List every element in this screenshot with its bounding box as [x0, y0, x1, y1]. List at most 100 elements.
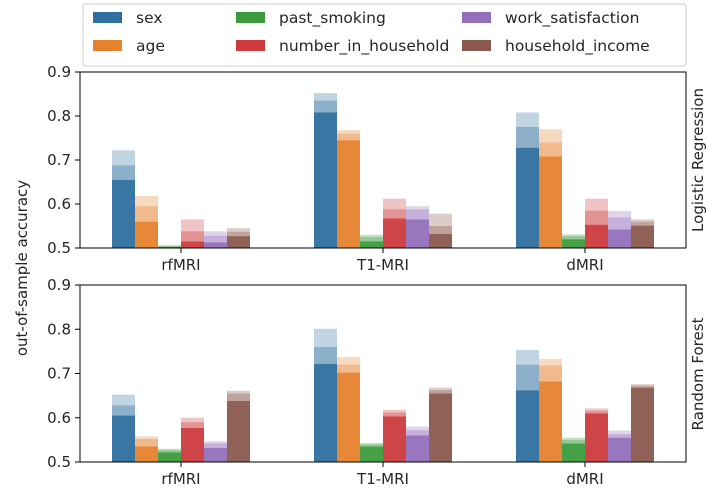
bar-age-dmri-layer-2: [539, 365, 562, 382]
bar-number-in-household-t1-mri-layer-3: [383, 409, 406, 413]
bar-past-smoking-dmri-layer-3: [562, 437, 585, 440]
x-tick-label-t1-mri: T1-MRI: [356, 470, 409, 488]
bar-age-rfmri-layer-2: [135, 438, 158, 447]
bar-household-income-dmri-layer-3: [631, 219, 654, 222]
bar-sex-rfmri-layer-2: [112, 165, 135, 180]
bar-age-dmri-layer-1: [539, 156, 562, 248]
bar-past-smoking-t1-mri-layer-2: [360, 237, 383, 242]
bar-past-smoking-t1-mri-layer-2: [360, 444, 383, 447]
bar-age-dmri-layer-2: [539, 142, 562, 157]
bar-household-income-rfmri-layer-2: [227, 231, 250, 237]
panel-random-forest: 0.5 0.6 0.7 0.8 0.9 rfMRI T1-MRI dMRI: [47, 276, 687, 488]
bar-sex-t1-mri-layer-3: [314, 328, 337, 347]
bar-household-income-t1-mri-layer-2: [429, 226, 452, 234]
bar-household-income-t1-mri-layer-2: [429, 389, 452, 394]
x-tick-label-dmri: dMRI: [566, 256, 603, 274]
bar-household-income-dmri-layer-1: [631, 387, 654, 462]
bar-work-satisfaction-t1-mri-layer-2: [406, 209, 429, 220]
bar-past-smoking-rfmri-layer-1: [158, 246, 181, 248]
bar-age-dmri-layer-3: [539, 358, 562, 366]
bar-sex-t1-mri-layer-2: [314, 346, 337, 364]
bar-sex-dmri-layer-2: [516, 127, 539, 148]
bar-work-satisfaction-t1-mri-layer-1: [406, 219, 429, 248]
legend-label-sex: sex: [136, 9, 163, 27]
x-tick-label-rfmri: rfMRI: [161, 256, 200, 274]
y-tick-label: 0.8: [47, 107, 71, 125]
bar-work-satisfaction-t1-mri-layer-2: [406, 430, 429, 436]
bar-number-in-household-t1-mri-layer-2: [383, 412, 406, 417]
bar-past-smoking-t1-mri-layer-3: [360, 442, 383, 445]
legend-frame: [82, 3, 687, 67]
bar-number-in-household-dmri-layer-3: [585, 198, 608, 211]
bar-household-income-t1-mri-layer-1: [429, 233, 452, 248]
bar-work-satisfaction-t1-mri-layer-3: [406, 206, 429, 210]
bar-household-income-t1-mri-layer-1: [429, 393, 452, 462]
y-tick-label: 0.8: [47, 320, 71, 338]
panel-label-logistic-regression: Logistic Regression: [689, 88, 707, 232]
bar-number-in-household-dmri-layer-3: [585, 408, 608, 411]
bar-number-in-household-dmri-layer-1: [585, 224, 608, 248]
bar-past-smoking-dmri-layer-1: [562, 443, 585, 462]
bar-past-smoking-t1-mri-layer-1: [360, 446, 383, 462]
legend-label-number-in-household: number_in_household: [279, 37, 449, 56]
x-tick-label-t1-mri: T1-MRI: [356, 256, 409, 274]
bar-past-smoking-rfmri-layer-2: [158, 245, 181, 247]
bar-number-in-household-rfmri-layer-3: [181, 417, 204, 423]
bar-age-t1-mri-layer-2: [337, 364, 360, 373]
bar-number-in-household-rfmri-layer-2: [181, 231, 204, 242]
bar-past-smoking-dmri-layer-1: [562, 239, 585, 248]
bar-household-income-rfmri-layer-1: [227, 400, 250, 462]
bar-past-smoking-t1-mri-layer-1: [360, 241, 383, 248]
bar-household-income-dmri-layer-3: [631, 384, 654, 386]
legend-swatch-number-in-household: [236, 40, 265, 51]
legend-swatch-past-smoking: [236, 12, 265, 23]
x-tick-label-rfmri: rfMRI: [161, 470, 200, 488]
bar-number-in-household-dmri-layer-2: [585, 410, 608, 414]
y-tick-label: 0.9: [47, 63, 71, 81]
bar-age-t1-mri-layer-1: [337, 140, 360, 248]
y-tick-label: 0.7: [47, 365, 71, 383]
bar-work-satisfaction-dmri-layer-2: [608, 434, 631, 438]
bar-work-satisfaction-rfmri-layer-1: [204, 447, 227, 462]
bar-household-income-t1-mri-layer-3: [429, 387, 452, 390]
y-axis-label: out-of-sample accuracy: [13, 180, 31, 356]
legend-label-age: age: [136, 37, 165, 55]
bar-number-in-household-rfmri-layer-1: [181, 427, 204, 462]
bar-number-in-household-rfmri-layer-3: [181, 219, 204, 232]
bar-age-t1-mri-layer-3: [337, 130, 360, 134]
bar-age-rfmri-layer-1: [135, 446, 158, 462]
bar-past-smoking-dmri-layer-3: [562, 234, 585, 237]
bar-age-rfmri-layer-3: [135, 436, 158, 439]
bar-number-in-household-t1-mri-layer-1: [383, 416, 406, 462]
y-tick-label: 0.6: [47, 195, 71, 213]
bar-age-rfmri-layer-1: [135, 221, 158, 248]
bar-household-income-dmri-layer-1: [631, 225, 654, 248]
bar-work-satisfaction-rfmri-layer-1: [204, 242, 227, 248]
legend-swatch-age: [93, 40, 122, 51]
bar-age-rfmri-layer-2: [135, 206, 158, 222]
legend-swatch-work-satisfaction: [462, 12, 491, 23]
bar-work-satisfaction-dmri-layer-3: [608, 211, 631, 218]
bar-work-satisfaction-dmri-layer-1: [608, 229, 631, 248]
bar-age-dmri-layer-1: [539, 381, 562, 462]
bar-sex-t1-mri-layer-1: [314, 112, 337, 248]
bar-household-income-rfmri-layer-3: [227, 390, 250, 394]
bar-work-satisfaction-dmri-layer-2: [608, 217, 631, 230]
y-tick-label: 0.5: [47, 453, 71, 471]
bar-number-in-household-dmri-layer-2: [585, 210, 608, 225]
bar-sex-t1-mri-layer-2: [314, 100, 337, 113]
bar-work-satisfaction-rfmri-layer-2: [204, 443, 227, 448]
bar-number-in-household-rfmri-layer-2: [181, 422, 204, 428]
bar-work-satisfaction-rfmri-layer-2: [204, 235, 227, 243]
bar-work-satisfaction-dmri-layer-1: [608, 437, 631, 462]
bar-past-smoking-dmri-layer-2: [562, 236, 585, 240]
bar-sex-t1-mri-layer-1: [314, 363, 337, 462]
legend-swatch-household-income: [462, 40, 491, 51]
legend-label-past-smoking: past_smoking: [279, 9, 386, 28]
legend-label-household-income: household_income: [505, 37, 650, 56]
bar-sex-rfmri-layer-3: [112, 394, 135, 406]
bar-past-smoking-t1-mri-layer-3: [360, 234, 383, 237]
bar-household-income-rfmri-layer-1: [227, 236, 250, 248]
panel-label-random-forest: Random Forest: [689, 317, 707, 430]
